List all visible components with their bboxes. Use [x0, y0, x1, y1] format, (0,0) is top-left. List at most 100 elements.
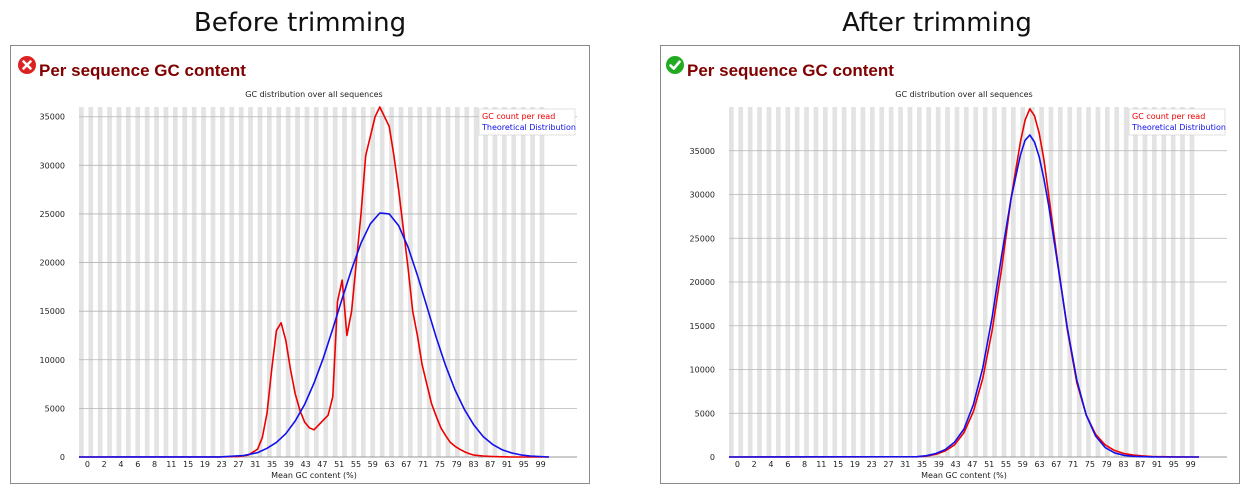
gc-chart-before: GC distribution over all sequences 0 5000 1… — [40, 90, 577, 480]
background-stripe — [323, 107, 329, 457]
fastqc-module-box-after: Per sequence GC content GC distribution … — [660, 45, 1240, 484]
x-tick-label: 95 — [1169, 460, 1179, 469]
y-tick-label: 10000 — [40, 356, 65, 365]
background-stripe — [483, 107, 488, 457]
background-stripe — [191, 107, 197, 457]
x-tick-label: 59 — [368, 460, 378, 469]
background-stripe — [342, 107, 347, 457]
x-tick-label: 39 — [284, 460, 294, 469]
background-stripe — [257, 107, 263, 457]
x-tick-label: 71 — [418, 460, 428, 469]
background-stripe — [426, 107, 432, 457]
x-tick-label: 91 — [502, 460, 512, 469]
y-tick-label: 5000 — [45, 404, 65, 413]
background-stripe — [107, 107, 112, 457]
background-stripe — [126, 107, 131, 457]
x-tick-label: 31 — [250, 460, 260, 469]
x-tick-label: 47 — [317, 460, 327, 469]
background-stripe — [210, 107, 216, 457]
x-tick-label: 0 — [735, 460, 740, 469]
background-stripe — [88, 107, 94, 457]
x-tick-label: 23 — [217, 460, 227, 469]
x-tick-label: 2 — [752, 460, 757, 469]
check-mark-icon — [666, 56, 684, 74]
chart-title: GC distribution over all sequences — [245, 90, 382, 99]
x-tick-label: 35 — [917, 460, 927, 469]
x-tick-label: 47 — [967, 460, 977, 469]
x-tick-label: 8 — [152, 460, 157, 469]
x-tick-label: 8 — [802, 460, 807, 469]
background-stripe — [436, 107, 441, 457]
module-title: Per sequence GC content — [39, 61, 246, 80]
background-stripe — [229, 107, 235, 457]
background-stripe — [79, 107, 84, 457]
gc-chart-after: GC distribution over all sequences 0 5000 1… — [690, 90, 1227, 480]
background-stripe — [163, 107, 169, 457]
background-stripe — [304, 107, 310, 457]
panel-heading-after: After trimming — [842, 8, 1032, 38]
background-stripe — [267, 107, 272, 457]
x-tick-label: 83 — [1118, 460, 1128, 469]
x-tick-label: 99 — [1186, 460, 1196, 469]
x-tick-label: 71 — [1068, 460, 1078, 469]
x-tick-label: 75 — [435, 460, 445, 469]
legend-entry: Theoretical Distribution — [481, 123, 576, 132]
error-x-icon — [18, 56, 36, 74]
x-tick-label: 83 — [468, 460, 478, 469]
module-title: Per sequence GC content — [687, 61, 894, 80]
background-stripe — [398, 107, 404, 457]
x-tick-label: 67 — [1051, 460, 1061, 469]
x-tick-label: 0 — [85, 460, 90, 469]
x-tick-label: 35 — [267, 460, 277, 469]
series-line-theoretical — [728, 134, 1199, 458]
background-stripe — [530, 107, 535, 457]
x-tick-label: 4 — [118, 460, 123, 469]
x-tick-label: 43 — [301, 460, 311, 469]
y-tick-label: 5000 — [695, 409, 715, 418]
x-tick-label: 55 — [1001, 460, 1011, 469]
x-tick-label: 43 — [951, 460, 961, 469]
legend-entry: GC count per read — [482, 112, 555, 121]
x-tick-label: 63 — [1034, 460, 1044, 469]
x-tick-label: 87 — [485, 460, 495, 469]
x-tick-label: 2 — [102, 460, 107, 469]
x-tick-label: 51 — [334, 460, 344, 469]
background-stripe — [154, 107, 159, 457]
y-tick-label: 15000 — [40, 307, 65, 316]
background-stripe — [445, 107, 451, 457]
y-tick-label: 30000 — [690, 191, 715, 200]
background-stripe — [276, 107, 282, 457]
background-stripe — [473, 107, 479, 457]
background-stripe — [238, 107, 244, 457]
background-stripe — [389, 107, 394, 457]
y-tick-label: 20000 — [40, 259, 65, 268]
x-tick-label: 95 — [519, 460, 529, 469]
y-tick-label: 25000 — [40, 210, 65, 219]
background-stripe — [135, 107, 141, 457]
x-tick-label: 75 — [1085, 460, 1095, 469]
background-stripe — [361, 107, 366, 457]
background-stripe — [295, 107, 300, 457]
background-stripe — [332, 107, 338, 457]
background-stripe — [314, 107, 319, 457]
x-tick-label: 6 — [785, 460, 790, 469]
background-stripe — [511, 107, 517, 457]
x-tick-label: 11 — [816, 460, 826, 469]
x-tick-label: 11 — [166, 460, 176, 469]
background-stripe — [379, 107, 385, 457]
background-stripe — [539, 107, 545, 457]
x-tick-label: 79 — [452, 460, 462, 469]
x-tick-label: 15 — [183, 460, 193, 469]
y-tick-label: 15000 — [690, 322, 715, 331]
background-stripe — [248, 107, 253, 457]
background-stripe — [182, 107, 188, 457]
x-tick-label: 99 — [536, 460, 546, 469]
x-tick-label: 23 — [867, 460, 877, 469]
background-stripe — [502, 107, 507, 457]
x-tick-label: 19 — [200, 460, 210, 469]
x-tick-label: 51 — [984, 460, 994, 469]
background-stripe — [285, 107, 291, 457]
background-stripe — [455, 107, 460, 457]
background-stripe — [201, 107, 206, 457]
y-tick-label: 0 — [60, 453, 65, 462]
